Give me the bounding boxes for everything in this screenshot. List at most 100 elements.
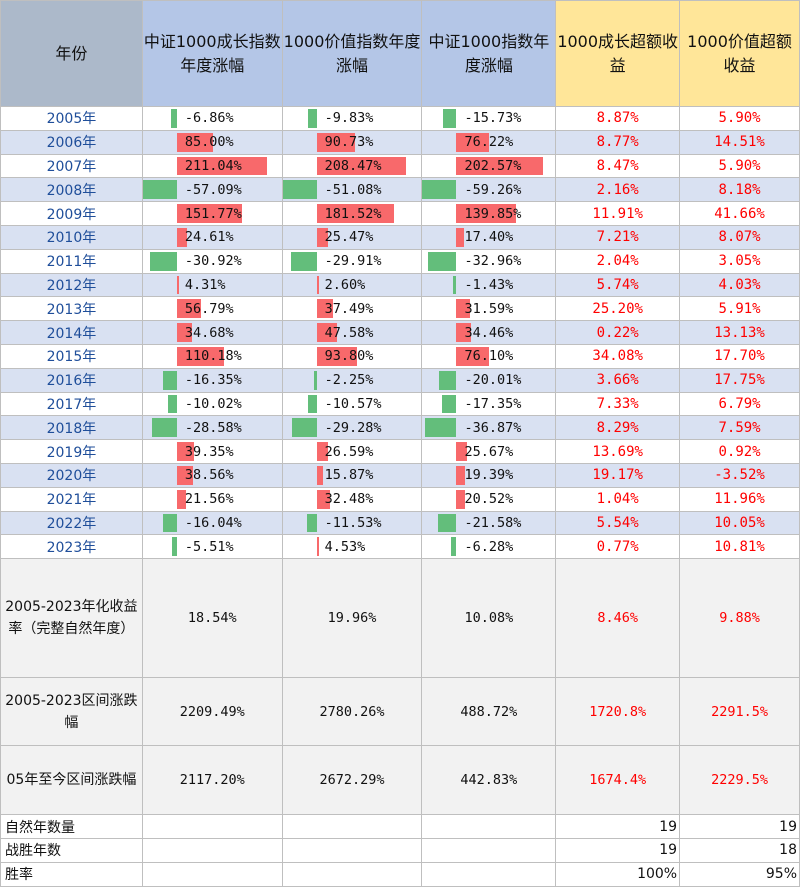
value-index-cell[interactable]: -11.53%: [281, 510, 423, 536]
csi1000-index-cell[interactable]: -32.96%: [421, 248, 557, 274]
summary-csi1000-index[interactable]: 442.83%: [421, 745, 557, 816]
growth-index-cell[interactable]: 211.04%: [141, 153, 283, 179]
value-excess-cell[interactable]: 7.59%: [679, 415, 800, 441]
empty-cell[interactable]: [281, 814, 423, 839]
summary-value-excess[interactable]: 2291.5%: [679, 677, 800, 747]
value-index-cell[interactable]: 15.87%: [281, 462, 423, 488]
year-cell[interactable]: 2023年: [0, 534, 143, 560]
empty-cell[interactable]: [421, 837, 557, 863]
growth-excess-cell[interactable]: 5.54%: [555, 510, 681, 536]
summary-value-index[interactable]: 2672.29%: [281, 745, 423, 816]
summary-growth-excess[interactable]: 1674.4%: [555, 745, 681, 816]
growth-index-cell[interactable]: 110.18%: [141, 343, 283, 369]
csi1000-index-cell[interactable]: 25.67%: [421, 439, 557, 464]
growth-index-cell[interactable]: 24.61%: [141, 224, 283, 250]
csi1000-index-cell[interactable]: -36.87%: [421, 415, 557, 441]
summary-csi1000-index[interactable]: 488.72%: [421, 677, 557, 747]
value-excess-cell[interactable]: 3.05%: [679, 248, 800, 274]
year-cell[interactable]: 2013年: [0, 296, 143, 322]
growth-excess-cell[interactable]: 7.33%: [555, 391, 681, 417]
empty-cell[interactable]: [141, 814, 283, 839]
empty-cell[interactable]: [421, 814, 557, 839]
value-index-cell[interactable]: -29.28%: [281, 415, 423, 441]
growth-excess-cell[interactable]: 5.74%: [555, 272, 681, 298]
year-cell[interactable]: 2019年: [0, 439, 143, 464]
summary-value-index[interactable]: 19.96%: [281, 558, 423, 679]
growth-index-cell[interactable]: 21.56%: [141, 486, 283, 512]
value-excess-cell[interactable]: 6.79%: [679, 391, 800, 417]
year-cell[interactable]: 2022年: [0, 510, 143, 536]
growth-excess-cell[interactable]: 8.87%: [555, 106, 681, 131]
summary-csi1000-index[interactable]: 10.08%: [421, 558, 557, 679]
empty-cell[interactable]: [421, 861, 557, 887]
value-excess-cell[interactable]: 0.92%: [679, 439, 800, 464]
growth-index-cell[interactable]: 56.79%: [141, 296, 283, 322]
year-cell[interactable]: 2017年: [0, 391, 143, 417]
csi1000-index-cell[interactable]: 76.10%: [421, 343, 557, 369]
summary-growth-excess[interactable]: 1720.8%: [555, 677, 681, 747]
summary-label[interactable]: 2005-2023年化收益率（完整自然年度）: [0, 558, 143, 679]
summary-value-excess[interactable]: 2229.5%: [679, 745, 800, 816]
value-excess-cell[interactable]: 4.03%: [679, 272, 800, 298]
year-cell[interactable]: 2012年: [0, 272, 143, 298]
growth-excess-cell[interactable]: 2.04%: [555, 248, 681, 274]
growth-excess-cell[interactable]: 0.77%: [555, 534, 681, 560]
value-excess-cell[interactable]: 11.96%: [679, 486, 800, 512]
summary-label[interactable]: 2005-2023区间涨跌幅: [0, 677, 143, 747]
csi1000-index-cell[interactable]: -59.26%: [421, 177, 557, 203]
growth-excess-cell[interactable]: 3.66%: [555, 367, 681, 393]
csi1000-index-cell[interactable]: 202.57%: [421, 153, 557, 179]
summary-label[interactable]: 05年至今区间涨跌幅: [0, 745, 143, 816]
growth-index-cell[interactable]: -16.35%: [141, 367, 283, 393]
value-excess-cell[interactable]: 13.13%: [679, 320, 800, 345]
growth-excess-cell[interactable]: 8.29%: [555, 415, 681, 441]
value-excess-cell[interactable]: 8.07%: [679, 224, 800, 250]
growth-excess-cell[interactable]: 1.04%: [555, 486, 681, 512]
growth-index-cell[interactable]: -30.92%: [141, 248, 283, 274]
year-cell[interactable]: 2009年: [0, 201, 143, 226]
value-index-cell[interactable]: 47.58%: [281, 320, 423, 345]
csi1000-index-cell[interactable]: -6.28%: [421, 534, 557, 560]
header-year[interactable]: 年份: [0, 0, 143, 107]
value-index-cell[interactable]: -9.83%: [281, 106, 423, 131]
year-cell[interactable]: 2005年: [0, 106, 143, 131]
csi1000-index-cell[interactable]: -17.35%: [421, 391, 557, 417]
value-index-cell[interactable]: 32.48%: [281, 486, 423, 512]
value-excess-cell[interactable]: 5.91%: [679, 296, 800, 322]
growth-index-cell[interactable]: 85.00%: [141, 129, 283, 155]
count-growth-excess[interactable]: 100%: [555, 861, 681, 887]
growth-index-cell[interactable]: 151.77%: [141, 201, 283, 226]
growth-index-cell[interactable]: -28.58%: [141, 415, 283, 441]
value-excess-cell[interactable]: 10.05%: [679, 510, 800, 536]
csi1000-index-cell[interactable]: 34.46%: [421, 320, 557, 345]
growth-index-cell[interactable]: 38.56%: [141, 462, 283, 488]
growth-index-cell[interactable]: 4.31%: [141, 272, 283, 298]
year-cell[interactable]: 2014年: [0, 320, 143, 345]
csi1000-index-cell[interactable]: 20.52%: [421, 486, 557, 512]
count-value-excess[interactable]: 19: [679, 814, 800, 839]
header-value-excess[interactable]: 1000价值超额收益: [679, 0, 800, 107]
count-label[interactable]: 战胜年数: [0, 837, 143, 863]
csi1000-index-cell[interactable]: -1.43%: [421, 272, 557, 298]
value-excess-cell[interactable]: 5.90%: [679, 106, 800, 131]
count-value-excess[interactable]: 95%: [679, 861, 800, 887]
header-growth-excess[interactable]: 1000成长超额收益: [555, 0, 681, 107]
csi1000-index-cell[interactable]: 17.40%: [421, 224, 557, 250]
summary-growth-excess[interactable]: 8.46%: [555, 558, 681, 679]
count-growth-excess[interactable]: 19: [555, 837, 681, 863]
csi1000-index-cell[interactable]: -15.73%: [421, 106, 557, 131]
csi1000-index-cell[interactable]: 139.85%: [421, 201, 557, 226]
year-cell[interactable]: 2007年: [0, 153, 143, 179]
count-value-excess[interactable]: 18: [679, 837, 800, 863]
empty-cell[interactable]: [141, 837, 283, 863]
value-index-cell[interactable]: -10.57%: [281, 391, 423, 417]
csi1000-index-cell[interactable]: 19.39%: [421, 462, 557, 488]
growth-excess-cell[interactable]: 11.91%: [555, 201, 681, 226]
summary-growth-index[interactable]: 2117.20%: [141, 745, 283, 816]
value-index-cell[interactable]: -51.08%: [281, 177, 423, 203]
value-index-cell[interactable]: 93.80%: [281, 343, 423, 369]
value-excess-cell[interactable]: 17.75%: [679, 367, 800, 393]
value-index-cell[interactable]: 26.59%: [281, 439, 423, 464]
growth-index-cell[interactable]: -16.04%: [141, 510, 283, 536]
growth-excess-cell[interactable]: 8.47%: [555, 153, 681, 179]
